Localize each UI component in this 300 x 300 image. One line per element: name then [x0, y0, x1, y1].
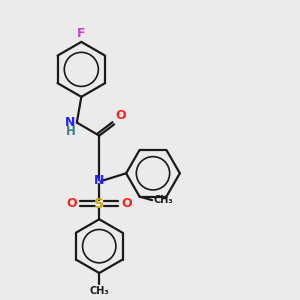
Text: F: F [77, 27, 86, 40]
Text: N: N [65, 116, 75, 129]
Text: O: O [116, 109, 126, 122]
Text: O: O [121, 197, 132, 210]
Text: O: O [67, 197, 77, 210]
Text: S: S [94, 197, 104, 211]
Text: N: N [94, 174, 104, 187]
Text: CH₃: CH₃ [153, 195, 173, 205]
Text: H: H [65, 125, 75, 138]
Text: CH₃: CH₃ [89, 286, 109, 296]
